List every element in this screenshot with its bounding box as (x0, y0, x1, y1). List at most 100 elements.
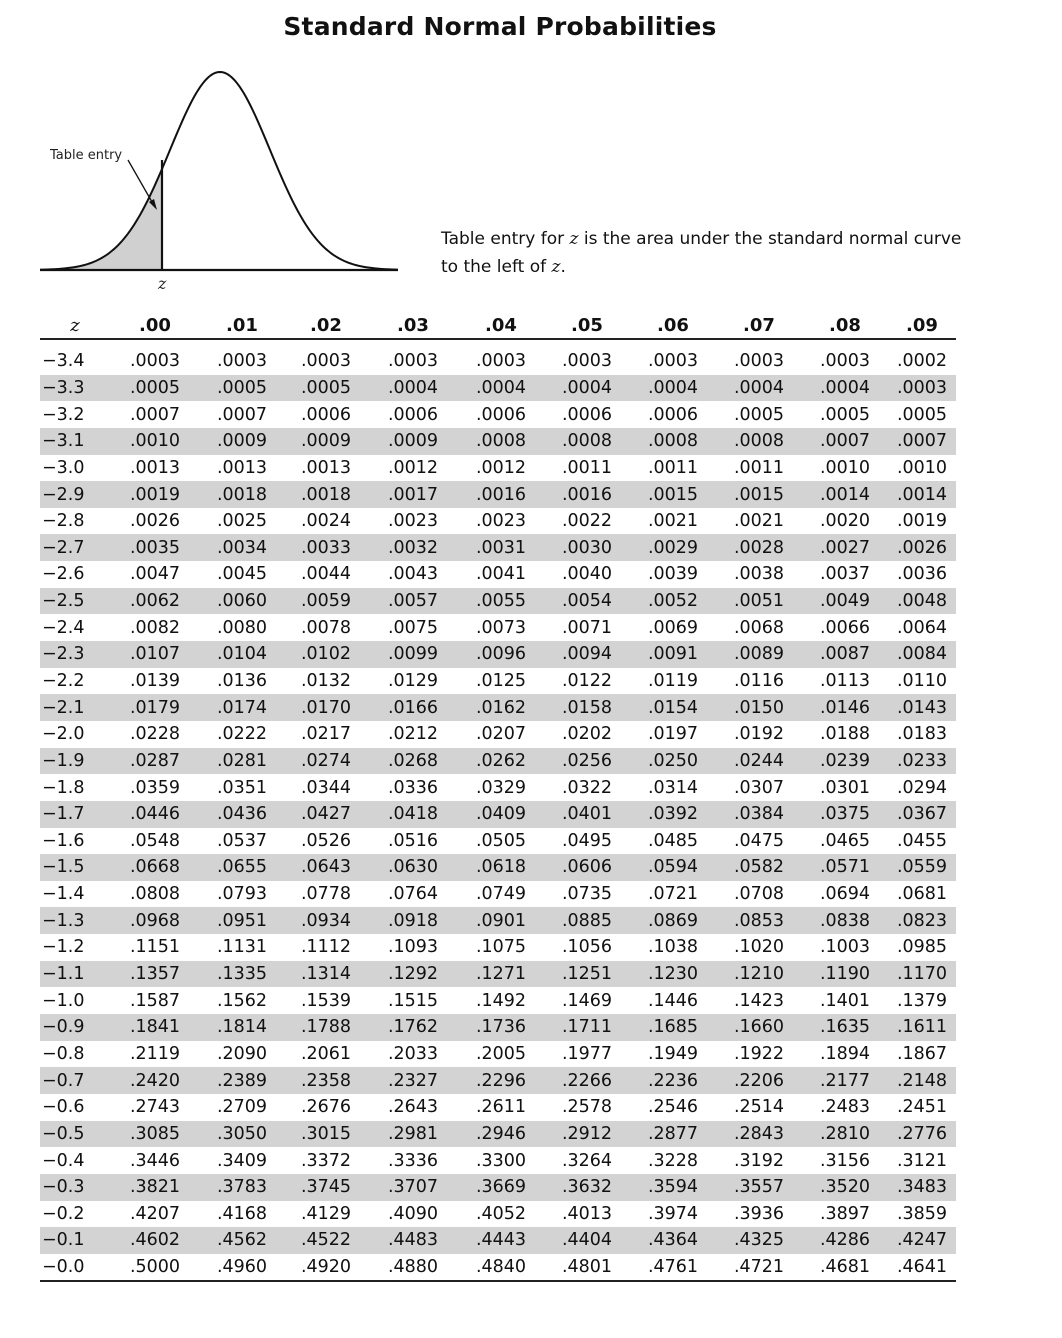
probability-cell: .4840 (458, 1253, 544, 1283)
probability-cell: .0307 (733, 777, 785, 798)
probability-cell: .0166 (368, 694, 458, 721)
probability-cell: .0008 (716, 427, 802, 455)
probability-cell: .0003 (561, 351, 613, 372)
probability-cell: .2483 (819, 1097, 871, 1118)
probability-cell: .0495 (561, 830, 613, 851)
probability-cell: .0107 (110, 641, 200, 668)
probability-cell: .0594 (630, 854, 716, 881)
table-row: −0.4 .3446 .3409 .3372 .3336 .3300 .3264 .3228.… (40, 1147, 956, 1174)
callout-arrowhead (149, 199, 157, 210)
probability-cell: .2578 (561, 1097, 613, 1118)
probability-cell: .1539 (300, 990, 352, 1011)
probability-cell: .1271 (458, 960, 544, 988)
probability-cell: .0384 (716, 800, 802, 828)
probability-cell: .0048 (888, 587, 956, 615)
probability-cell: .0016 (544, 481, 630, 508)
probability-cell: .0918 (368, 907, 458, 935)
probability-cell: .0005 (200, 374, 284, 402)
probability-cell: .1762 (368, 1014, 458, 1041)
probability-cell: .0250 (630, 747, 716, 775)
probability-cell: .0239 (802, 747, 888, 775)
table-row: −3.3.0005.0005.0005.0004.0004.0004.0004.… (40, 374, 956, 402)
probability-cell: .0003 (129, 351, 181, 372)
probability-cell: .0010 (110, 427, 200, 455)
probability-cell: .0217 (300, 724, 352, 745)
z-value-cell: −3.0 (42, 457, 85, 478)
probability-cell: .0003 (387, 351, 439, 372)
probability-cell: .3936 (733, 1203, 785, 1224)
probability-cell: .2389 (200, 1067, 284, 1094)
probability-cell: .0808 (129, 884, 181, 905)
probability-cell: .0110 (896, 671, 948, 691)
probability-cell: .3156 (819, 1150, 871, 1171)
probability-cell: .0051 (716, 587, 802, 615)
probability-cell: .3228 (647, 1150, 699, 1171)
column-header: .05 (544, 310, 630, 340)
probability-cell: .0003 (647, 351, 699, 372)
z-value-cell: −1.2 (42, 937, 85, 958)
probability-cell: .0032 (368, 534, 458, 562)
probability-cell: .1003 (819, 937, 871, 958)
probability-cell: .0885 (544, 907, 630, 935)
z-value-cell: −2.1 (40, 694, 110, 721)
probability-cell: .3859 (896, 1203, 948, 1224)
z-value-cell: −3.2 (42, 404, 85, 425)
probability-cell: .4247 (888, 1227, 956, 1254)
note-z-var: z (569, 229, 579, 249)
probability-cell: .0143 (888, 694, 956, 721)
z-value-cell: −2.9 (40, 481, 110, 508)
table-row: −0.0.5000.4960.4920.4880.4840.4801.4761.… (40, 1253, 956, 1283)
table-row: −2.4 .0082 .0080 .0078 .0075 .0073 .0071 .0069.… (40, 614, 956, 641)
table-row: −2.6 .0047 .0045 .0044 .0043 .0041 .0040 .0039.… (40, 561, 956, 588)
table-row: −2.1.0179.0174.0170.0166.0162.0158.0154.… (40, 694, 956, 721)
probability-cell: .0968 (110, 907, 200, 935)
probability-cell: .0778 (300, 884, 352, 905)
probability-cell: .0084 (888, 641, 956, 668)
probability-cell: .1314 (284, 960, 368, 988)
probability-cell: .0329 (475, 777, 527, 798)
probability-cell: .2981 (368, 1120, 458, 1148)
probability-cell: .1922 (733, 1043, 785, 1064)
probability-cell: .1492 (475, 990, 527, 1011)
probability-cell: .0764 (387, 884, 439, 905)
column-header: .04 (458, 310, 544, 340)
probability-cell: .0022 (561, 511, 613, 532)
probability-cell: .0013 (300, 457, 352, 478)
probability-cell: .2877 (630, 1120, 716, 1148)
probability-cell: .2327 (368, 1067, 458, 1094)
probability-cell: .0505 (475, 830, 527, 851)
probability-cell: .0016 (458, 481, 544, 508)
note-text: . (560, 257, 566, 277)
probability-cell: .0099 (368, 641, 458, 668)
probability-cell: .0222 (216, 724, 268, 745)
probability-cell: .1841 (110, 1014, 200, 1041)
probability-cell: .0034 (200, 534, 284, 562)
probability-cell: .0018 (284, 481, 368, 508)
probability-cell: .0427 (284, 800, 368, 828)
probability-cell: .0069 (647, 617, 699, 638)
probability-cell: .0005 (284, 374, 368, 402)
probability-cell: .0089 (716, 641, 802, 668)
probability-cell: .0681 (896, 884, 948, 905)
probability-cell: .0012 (475, 457, 527, 478)
probability-cell: .4920 (284, 1253, 368, 1283)
probability-cell: .0078 (300, 617, 352, 638)
z-value-cell: −2.5 (40, 587, 110, 615)
probability-cell: .0082 (129, 617, 181, 638)
probability-cell: .4364 (630, 1227, 716, 1254)
probability-cell: .0025 (216, 511, 268, 532)
probability-cell: .0436 (200, 800, 284, 828)
probability-cell: .3707 (368, 1173, 458, 1201)
probability-cell: .0054 (544, 587, 630, 615)
probability-cell: .0006 (475, 404, 527, 425)
probability-cell: .1515 (387, 990, 439, 1011)
probability-cell: .0052 (630, 587, 716, 615)
probability-cell: .0244 (716, 747, 802, 775)
probability-cell: .2358 (284, 1067, 368, 1094)
probability-cell: .1131 (216, 937, 268, 958)
z-value-cell: −0.7 (40, 1067, 110, 1094)
table-row: −0.5.3085.3050.3015.2981.2946.2912.2877.… (40, 1120, 956, 1148)
z-value-cell: −0.8 (42, 1043, 85, 1064)
z-value-cell: −2.4 (42, 617, 85, 638)
probability-cell: .0212 (387, 724, 439, 745)
